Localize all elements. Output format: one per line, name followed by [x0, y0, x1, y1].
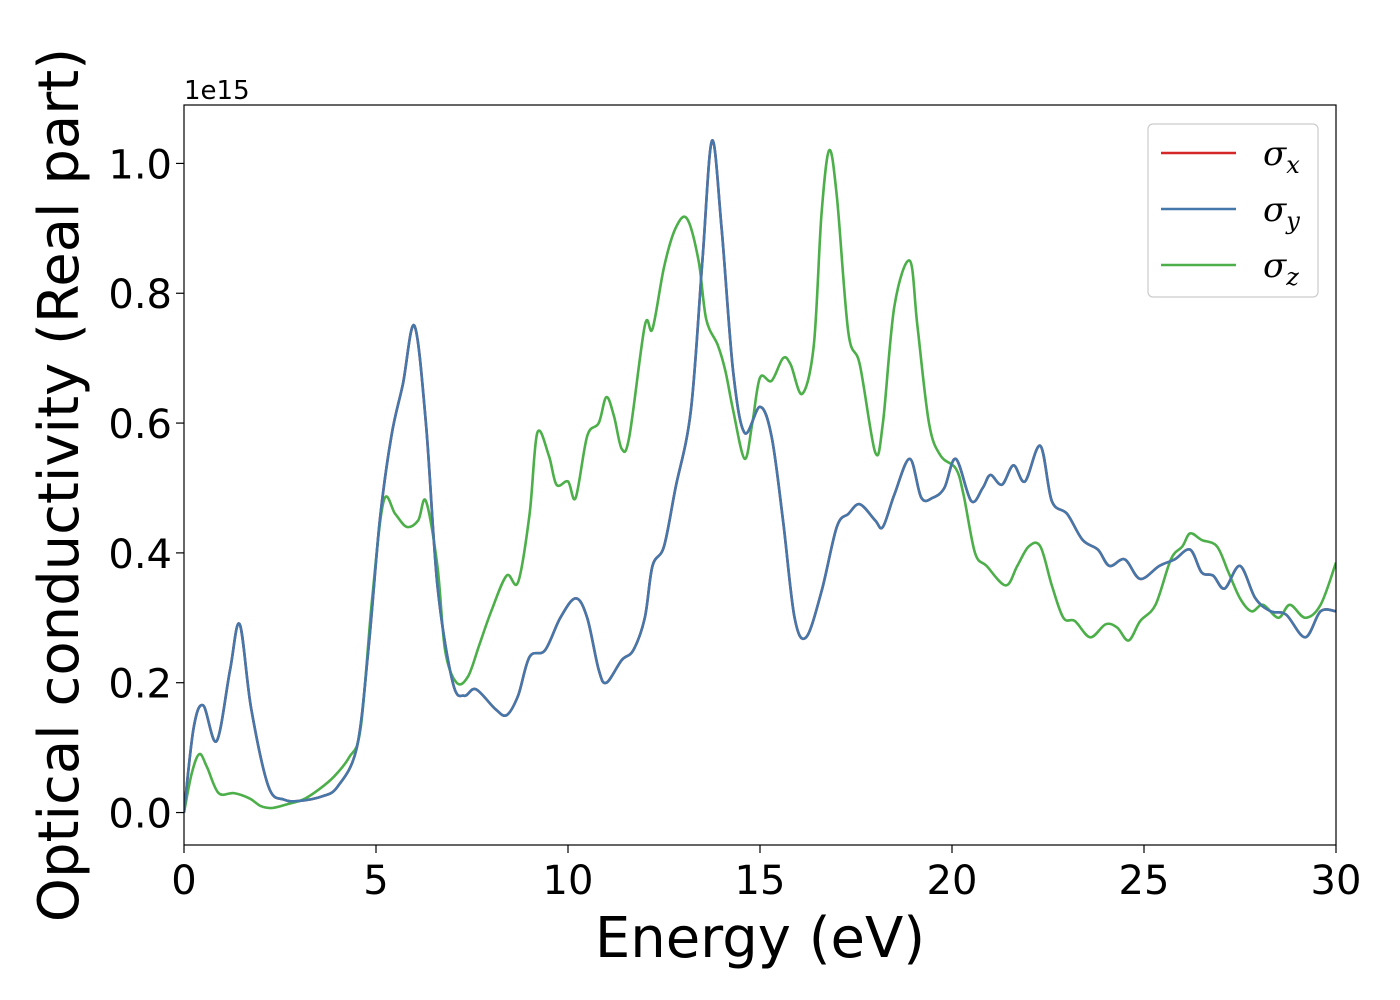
- y-axis-label: Optical conductivity (Real part): [27, 48, 92, 922]
- x-axis: 0 5 10 15 20 25 30: [171, 845, 1361, 904]
- x-tick-label: 25: [1119, 858, 1170, 904]
- series-lines: [184, 139, 1336, 813]
- y-tick-label: 0.4: [108, 532, 172, 578]
- y-tick-label: 0.6: [108, 402, 172, 448]
- x-tick-label: 10: [543, 858, 594, 904]
- legend-box: [1147, 123, 1319, 298]
- x-tick-label: 5: [363, 858, 388, 904]
- x-tick-label: 0: [171, 858, 196, 904]
- x-tick-label: 15: [735, 858, 786, 904]
- x-axis-label: Energy (eV): [595, 906, 925, 971]
- y-tick-label: 0.0: [108, 792, 172, 838]
- series-line-y: [184, 139, 1336, 813]
- y-tick-label: 0.2: [108, 662, 172, 708]
- y-tick-label: 0.8: [108, 272, 172, 318]
- y-tick-label: 1.0: [108, 142, 172, 188]
- x-tick-label: 30: [1311, 858, 1362, 904]
- y-offset-label: 1e15: [184, 76, 250, 106]
- x-tick-label: 20: [927, 858, 978, 904]
- series-line-z: [184, 148, 1336, 813]
- y-axis: 0.0 0.2 0.4 0.6 0.8 1.0: [108, 142, 184, 838]
